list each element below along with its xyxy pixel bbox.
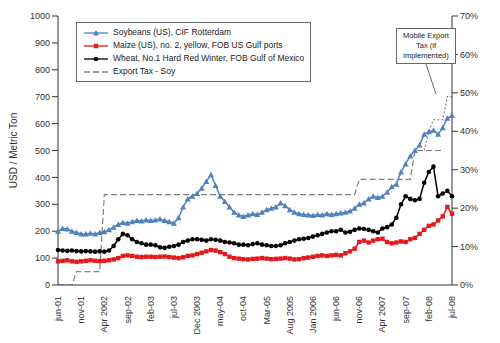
svg-text:400: 400: [35, 173, 50, 183]
svg-text:500: 500: [35, 146, 50, 156]
svg-text:40%: 40%: [460, 126, 478, 136]
svg-text:Jan 2006: Jan 2006: [308, 296, 318, 333]
svg-text:700: 700: [35, 92, 50, 102]
svg-text:feb-03: feb-03: [146, 296, 156, 322]
svg-text:30%: 30%: [460, 165, 478, 175]
svg-text:may-04: may-04: [215, 296, 225, 326]
svg-text:100: 100: [35, 253, 50, 263]
svg-text:jun-06: jun-06: [331, 296, 341, 322]
svg-text:900: 900: [35, 38, 50, 48]
svg-text:jun-01: jun-01: [53, 296, 63, 322]
svg-text:10%: 10%: [460, 242, 478, 252]
svg-text:nov-01: nov-01: [76, 296, 86, 324]
svg-text:50%: 50%: [460, 88, 478, 98]
svg-text:Mar-05: Mar-05: [262, 296, 272, 325]
svg-text:Apr 2002: Apr 2002: [99, 296, 109, 333]
svg-text:oct-04: oct-04: [238, 296, 248, 321]
svg-text:jul-08: jul-08: [447, 296, 457, 319]
svg-text:sep-02: sep-02: [123, 296, 133, 324]
svg-text:jul-03: jul-03: [169, 296, 179, 319]
svg-text:60%: 60%: [460, 50, 478, 60]
svg-text:Aug 2005: Aug 2005: [285, 296, 295, 335]
svg-text:0: 0: [45, 280, 50, 290]
svg-text:600: 600: [35, 119, 50, 129]
svg-text:sep-07: sep-07: [401, 296, 411, 324]
svg-text:200: 200: [35, 226, 50, 236]
svg-text:feb-08: feb-08: [424, 296, 434, 322]
html-text:Mobile Export Tax (if implemen: Mobile Export Tax (if implemented): [403, 31, 449, 60]
html-text:Export Tax - Soy: Export Tax - Soy: [113, 66, 176, 76]
svg-text:nov-06: nov-06: [354, 296, 364, 324]
svg-text:0%: 0%: [460, 280, 473, 290]
svg-text:70%: 70%: [460, 11, 478, 21]
html-text:Wheat, No.1 Hard Red Winter, F: Wheat, No.1 Hard Red Winter, FOB Gulf of…: [113, 53, 305, 63]
svg-text:800: 800: [35, 65, 50, 75]
html-text:Soybeans (US), CIF Rotterdam: Soybeans (US), CIF Rotterdam: [113, 27, 232, 37]
svg-text:1000: 1000: [30, 11, 50, 21]
svg-text:Apr 2007: Apr 2007: [377, 296, 387, 333]
svg-text:20%: 20%: [460, 203, 478, 213]
svg-text:USD / Metric Ton: USD / Metric Ton: [8, 113, 19, 188]
html-text:Maize (US), no. 2, yellow, FOB: Maize (US), no. 2, yellow, FOB US Gulf p…: [113, 40, 283, 50]
svg-text:300: 300: [35, 199, 50, 209]
svg-text:Dec 2003: Dec 2003: [192, 296, 202, 335]
